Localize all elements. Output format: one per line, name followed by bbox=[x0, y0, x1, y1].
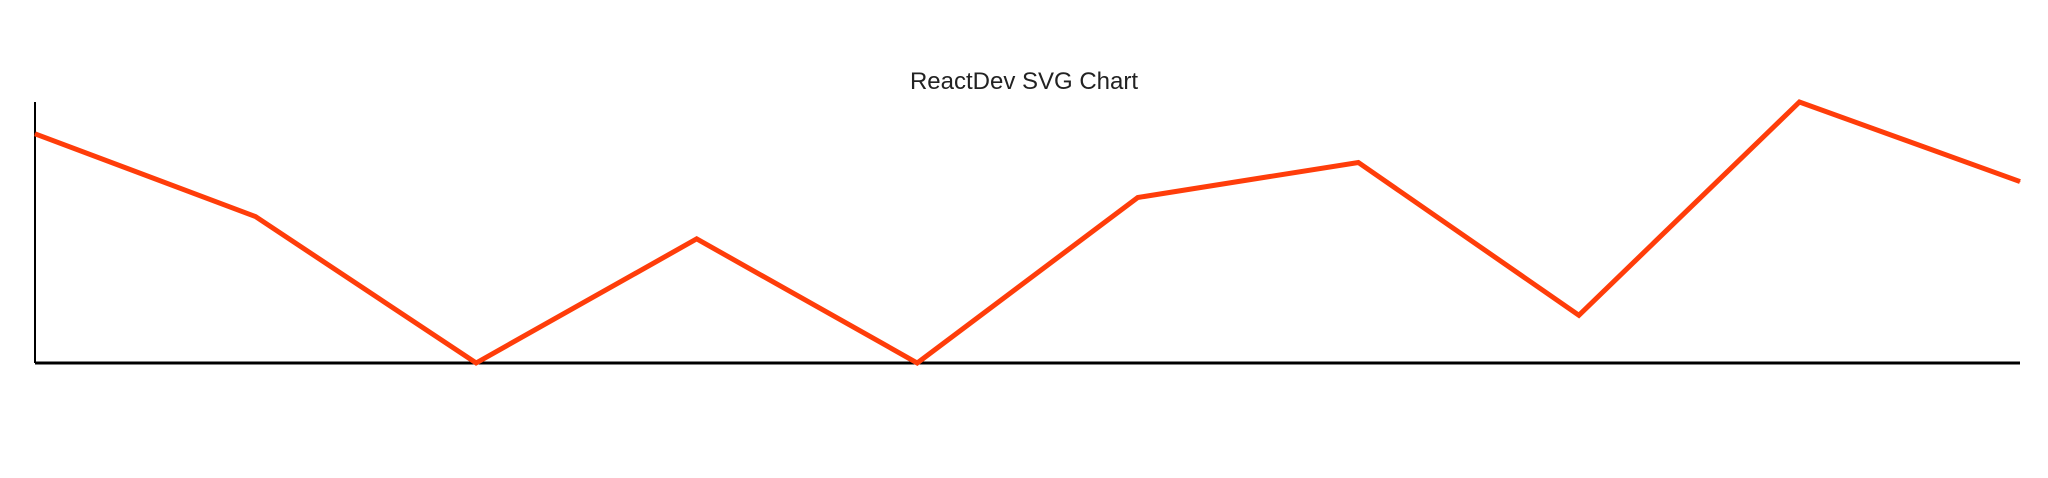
data-point bbox=[2019, 181, 2021, 183]
data-point bbox=[696, 238, 698, 240]
data-point bbox=[255, 216, 257, 218]
data-point bbox=[916, 362, 918, 364]
data-point bbox=[475, 362, 477, 364]
data-point bbox=[1137, 196, 1139, 198]
data-point bbox=[1798, 101, 1800, 103]
data-point bbox=[34, 133, 36, 135]
series-line-0 bbox=[34, 99, 2021, 366]
chart-title: ReactDev SVG Chart bbox=[909, 68, 1139, 95]
data-point bbox=[1357, 161, 1359, 163]
data-point bbox=[1578, 314, 1580, 316]
series-layer bbox=[34, 99, 2021, 366]
